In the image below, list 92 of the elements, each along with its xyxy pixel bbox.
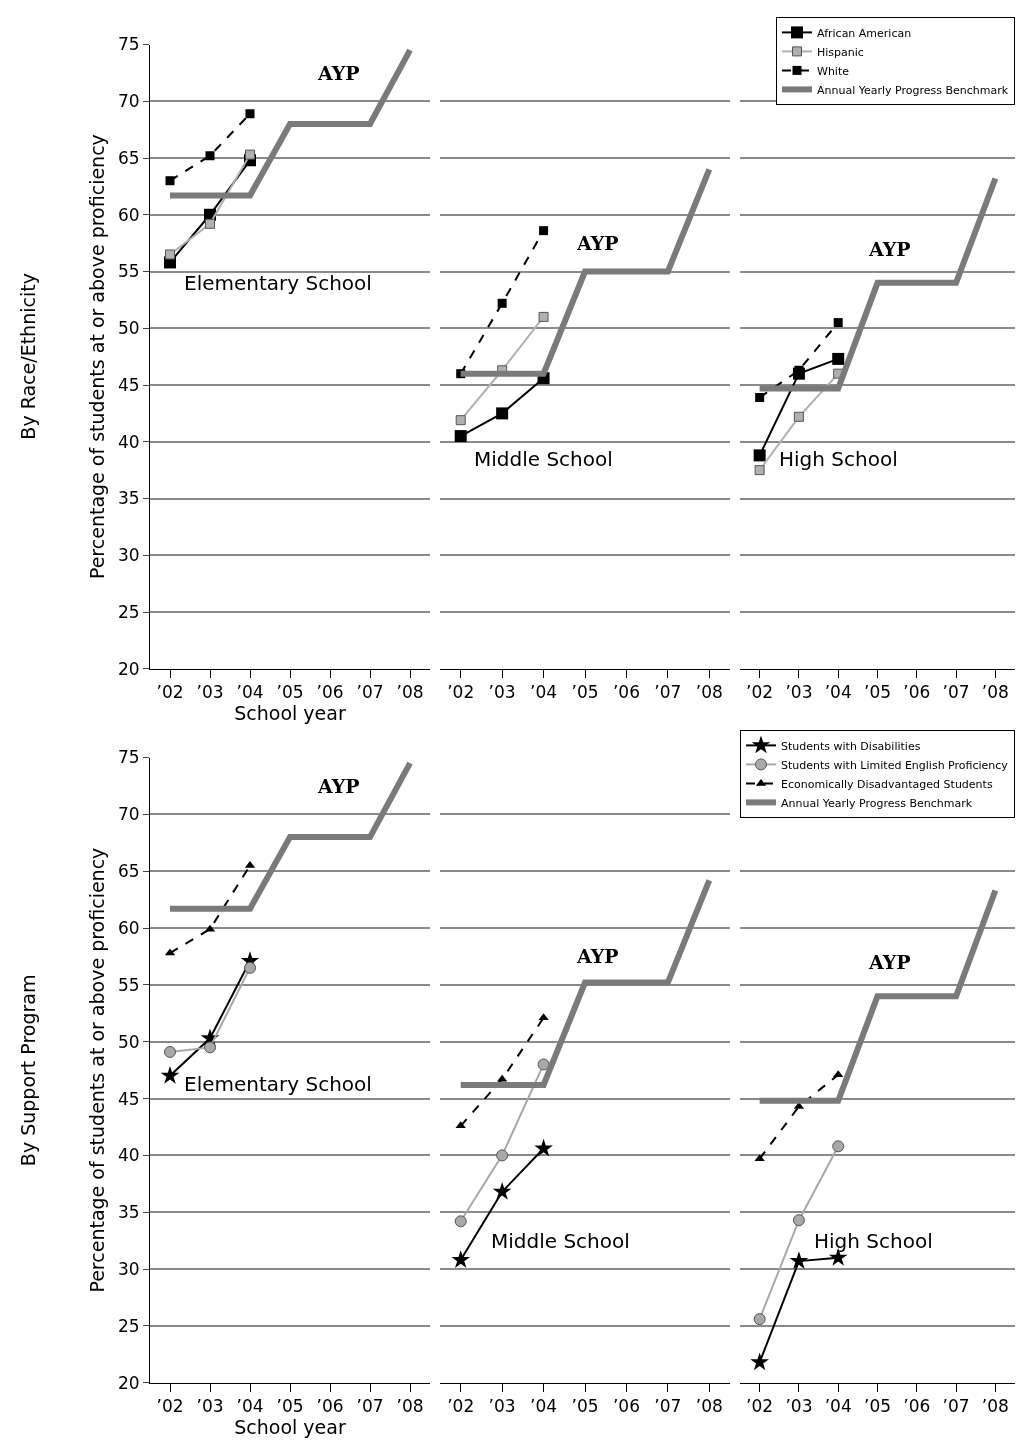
- x-tick-label: ’06: [316, 1396, 344, 1417]
- legend-label: Hispanic: [817, 45, 864, 59]
- x-tick-label: ’07: [654, 682, 682, 703]
- y-tick-label: 20: [117, 658, 140, 679]
- x-tick-label: ’07: [942, 1396, 970, 1417]
- x-tick-label: ’08: [695, 682, 723, 703]
- x-tick-label: ’04: [236, 682, 264, 703]
- y-tick-label: 25: [117, 601, 140, 622]
- x-tick-label: ’04: [236, 1396, 264, 1417]
- y-axis-title: Percentage of students at or above proficiency: [85, 134, 108, 580]
- x-axis-title: School year: [234, 1416, 346, 1439]
- x-tick-label: ’08: [396, 682, 424, 703]
- y-tick-label: 45: [117, 374, 140, 395]
- x-tick-label: ’04: [530, 1396, 558, 1417]
- annotation: High School: [779, 447, 898, 471]
- x-tick-label: ’08: [981, 682, 1009, 703]
- y-tick-label: 45: [117, 1088, 140, 1109]
- x-tick-label: ’04: [530, 682, 558, 703]
- y-tick-label: 35: [117, 1202, 140, 1223]
- annotation: Middle School: [474, 447, 613, 471]
- x-tick-label: ’03: [488, 1396, 516, 1417]
- x-tick-label: ’02: [746, 1396, 774, 1417]
- x-tick-label: ’03: [488, 682, 516, 703]
- legend-label: White: [817, 64, 850, 78]
- x-tick-label: ’05: [863, 682, 892, 703]
- x-tick-label: ’07: [356, 682, 384, 703]
- x-tick-label: ’06: [612, 1396, 640, 1417]
- y-tick-label: 50: [117, 318, 140, 339]
- annotation: Elementary School: [184, 271, 372, 295]
- x-tick-label: ’05: [863, 1396, 892, 1417]
- x-tick-label: ’05: [571, 1396, 599, 1417]
- y-tick-label: 40: [117, 1145, 140, 1166]
- y-tick-label: 30: [117, 545, 140, 566]
- x-tick-label: ’07: [942, 682, 970, 703]
- y-tick-label: 50: [117, 1031, 140, 1052]
- text: By Support Program: [16, 974, 39, 1167]
- y-tick-label: 60: [117, 204, 140, 225]
- legend-label: Annual Yearly Progress Benchmark: [781, 796, 973, 810]
- legend-label: Economically Disadvantaged Students: [781, 777, 993, 791]
- y-tick-label: 20: [117, 1372, 140, 1393]
- x-tick-label: ’06: [612, 682, 640, 703]
- x-tick-label: ’04: [824, 1396, 852, 1417]
- x-tick-label: ’04: [824, 682, 852, 703]
- x-tick-label: ’02: [447, 1396, 475, 1417]
- legend-label: Annual Yearly Progress Benchmark: [817, 83, 1009, 97]
- annotation: AYP: [576, 232, 619, 254]
- y-tick-label: 30: [117, 1259, 140, 1280]
- y-tick-label: 70: [117, 804, 140, 825]
- y-tick-label: 75: [117, 34, 140, 55]
- x-tick-label: ’06: [316, 682, 344, 703]
- x-tick-label: ’03: [785, 1396, 813, 1417]
- x-axis-title: School year: [234, 702, 346, 725]
- x-tick-label: ’05: [571, 682, 599, 703]
- x-tick-label: ’08: [695, 1396, 723, 1417]
- y-axis-title: Percentage of students at or above proficiency: [85, 847, 108, 1293]
- x-tick-label: ’03: [785, 682, 813, 703]
- x-tick-label: ’02: [156, 1396, 184, 1417]
- annotation: High School: [814, 1229, 933, 1253]
- x-tick-label: ’05: [276, 682, 304, 703]
- x-tick-label: ’02: [156, 682, 184, 703]
- y-tick-label: 35: [117, 488, 140, 509]
- y-tick-label: 75: [117, 747, 140, 768]
- x-tick-label: ’07: [356, 1396, 384, 1417]
- annotation: AYP: [317, 62, 360, 84]
- annotation: Elementary School: [184, 1072, 372, 1096]
- x-tick-label: ’03: [196, 1396, 224, 1417]
- text: By Race/Ethnicity: [17, 273, 40, 440]
- y-tick-label: 65: [117, 861, 140, 882]
- x-tick-label: ’06: [903, 682, 931, 703]
- annotation: AYP: [317, 775, 360, 797]
- x-tick-label: ’05: [276, 1396, 304, 1417]
- y-tick-label: 60: [117, 917, 140, 938]
- y-tick-label: 65: [117, 147, 140, 168]
- annotation: AYP: [868, 238, 911, 260]
- y-tick-label: 25: [117, 1315, 140, 1336]
- y-tick-label: 55: [117, 974, 140, 995]
- annotation: Middle School: [491, 1229, 630, 1253]
- x-tick-label: ’06: [903, 1396, 931, 1417]
- x-tick-label: ’02: [447, 682, 475, 703]
- annotation: AYP: [576, 945, 619, 967]
- y-tick-label: 40: [117, 431, 140, 452]
- legend-label: Students with Disabilities: [781, 739, 921, 753]
- legend-label: Students with Limited English Proficiency: [781, 758, 1009, 772]
- x-tick-label: ’08: [981, 1396, 1009, 1417]
- y-tick-label: 55: [117, 261, 140, 282]
- annotation: AYP: [868, 951, 911, 973]
- legend-label: African American: [817, 26, 912, 40]
- x-tick-label: ’07: [654, 1396, 682, 1417]
- y-tick-label: 70: [117, 91, 140, 112]
- x-tick-label: ’03: [196, 682, 224, 703]
- x-tick-label: ’02: [746, 682, 774, 703]
- x-tick-label: ’08: [396, 1396, 424, 1417]
